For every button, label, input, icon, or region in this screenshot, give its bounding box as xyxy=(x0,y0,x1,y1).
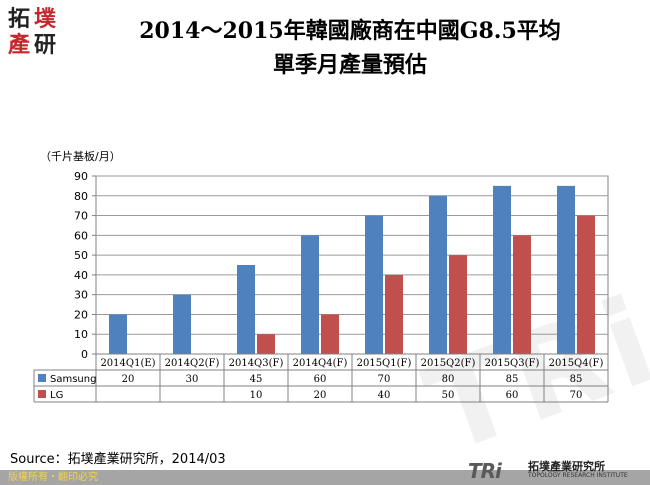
logo-char: 產 xyxy=(8,32,31,58)
y-tick-label: 20 xyxy=(74,308,88,321)
bar-lg xyxy=(449,255,467,354)
table-value: 85 xyxy=(506,374,519,385)
y-tick-label: 90 xyxy=(74,170,88,183)
bar-lg xyxy=(321,314,339,354)
source-note: Source：拓墣產業研究所，2014/03 xyxy=(10,452,226,467)
legend-label: Samsung xyxy=(50,374,96,385)
table-value: 50 xyxy=(442,390,455,401)
x-tick-label: 2015Q3(F) xyxy=(485,358,540,369)
table-value: 70 xyxy=(570,390,583,401)
table-value: 80 xyxy=(442,374,455,385)
y-tick-label: 80 xyxy=(74,190,88,203)
x-tick-label: 2014Q3(F) xyxy=(229,358,284,369)
bar-lg xyxy=(577,215,595,354)
legend-swatch xyxy=(38,390,46,398)
x-tick-label: 2015Q1(F) xyxy=(357,358,412,369)
logo: 拓 墣 產 研 xyxy=(6,6,64,60)
y-tick-label: 10 xyxy=(74,328,88,341)
x-tick-label: 2015Q4(F) xyxy=(549,358,604,369)
x-tick-label: 2014Q2(F) xyxy=(165,358,220,369)
logo-char: 墣 xyxy=(34,6,57,32)
table-value: 40 xyxy=(378,390,391,401)
table-value: 20 xyxy=(314,390,327,401)
y-tick-label: 50 xyxy=(74,249,88,262)
x-tick-label: 2014Q4(F) xyxy=(293,358,348,369)
tri-logo: TRi xyxy=(468,459,502,483)
legend-label: LG xyxy=(50,390,63,401)
chart-title: 2014～2015年韓國廠商在中國G8.5平均 單季月產量預估 xyxy=(70,14,630,82)
bar-lg xyxy=(257,334,275,354)
bar-samsung xyxy=(173,294,191,354)
x-tick-label: 2015Q2(F) xyxy=(421,358,476,369)
tri-subtitle: TOPOLOGY RESEARCH INSTITUTE xyxy=(528,472,628,479)
y-tick-label: 60 xyxy=(74,229,88,242)
bar-samsung xyxy=(301,235,319,354)
bar-samsung xyxy=(237,265,255,354)
copyright-note: 版權所有・翻印必究 xyxy=(8,472,98,483)
bar-samsung xyxy=(557,185,575,354)
bar-samsung xyxy=(109,314,127,354)
table-value: 85 xyxy=(570,374,583,385)
bar-samsung xyxy=(365,215,383,354)
chart-title-line1: 2014～2015年韓國廠商在中國G8.5平均 xyxy=(139,18,561,44)
table-value: 60 xyxy=(314,374,327,385)
bar-lg xyxy=(513,235,531,354)
plot-area xyxy=(95,175,609,355)
table-value: 45 xyxy=(250,374,263,385)
table-value: 70 xyxy=(378,374,391,385)
bar-samsung xyxy=(493,185,511,354)
table-value: 60 xyxy=(506,390,519,401)
table-value: 10 xyxy=(250,390,263,401)
y-tick-label: 40 xyxy=(74,269,88,282)
footer-bar xyxy=(0,470,650,485)
y-tick-label: 0 xyxy=(81,348,88,361)
unit-label: （千片基板/月） xyxy=(40,150,121,163)
table-value: 20 xyxy=(122,374,135,385)
legend-swatch xyxy=(38,374,46,382)
y-tick-label: 70 xyxy=(74,210,88,223)
bar-lg xyxy=(385,274,403,354)
chart-title-line2: 單季月產量預估 xyxy=(272,52,427,78)
tri-name: 拓墣產業研究所 xyxy=(528,460,605,473)
bar-samsung xyxy=(429,195,447,354)
table-value: 30 xyxy=(186,374,199,385)
logo-char: 拓 xyxy=(8,6,31,32)
x-tick-label: 2014Q1(E) xyxy=(100,358,155,369)
logo-char: 研 xyxy=(34,32,57,58)
y-tick-label: 30 xyxy=(74,289,88,302)
